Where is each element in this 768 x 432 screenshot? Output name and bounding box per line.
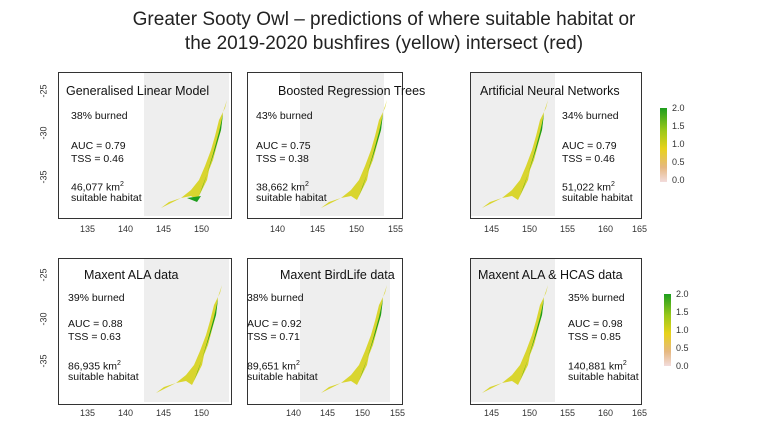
x-tick: 150: [194, 408, 210, 418]
area-text: 38,662 km2: [256, 181, 309, 194]
x-tick: 160: [598, 408, 614, 418]
habitat-text: suitable habitat: [568, 371, 639, 383]
burned-text: 43% burned: [256, 110, 313, 122]
tss-text: TSS = 0.63: [68, 331, 121, 343]
x-tick: 140: [118, 408, 134, 418]
x-tick: 155: [388, 224, 404, 234]
x-tick: 155: [560, 224, 576, 234]
y-tick: -30: [38, 126, 49, 140]
x-tick: 135: [80, 224, 96, 234]
auc-text: AUC = 0.88: [68, 318, 123, 330]
x-tick: 155: [560, 408, 576, 418]
x-tick: 140: [270, 224, 286, 234]
burned-text: 38% burned: [71, 110, 128, 122]
x-tick: 165: [632, 224, 648, 234]
panel-title: Maxent BirdLife data: [280, 268, 395, 282]
tss-text: TSS = 0.85: [568, 331, 621, 343]
legend-tick: 0.5: [676, 343, 689, 353]
legend-tick: 0.0: [676, 361, 689, 371]
auc-text: AUC = 0.98: [568, 318, 623, 330]
x-tick: 165: [632, 408, 648, 418]
legend-tick: 0.5: [672, 157, 685, 167]
x-tick: 150: [355, 408, 371, 418]
area-text: 140,881 km2: [568, 360, 627, 373]
y-tick: -30: [38, 312, 49, 326]
panel-title: Boosted Regression Trees: [278, 84, 426, 98]
legend-tick: 2.0: [676, 289, 689, 299]
x-tick: 140: [118, 224, 134, 234]
y-tick: -35: [38, 170, 49, 184]
title-line-2: the 2019-2020 bushfires (yellow) interse…: [184, 33, 584, 54]
tss-text: TSS = 0.46: [562, 153, 615, 165]
legend-tick: 1.5: [672, 121, 685, 131]
x-tick: 145: [156, 224, 172, 234]
y-tick: -35: [38, 354, 49, 368]
x-tick: 140: [286, 408, 302, 418]
legend-tick: 2.0: [672, 103, 685, 113]
habitat-text: suitable habitat: [68, 371, 139, 383]
color-legend: 2.0 1.5 1.0 0.5 0.0: [660, 103, 700, 185]
auc-text: AUC = 0.79: [562, 140, 617, 152]
panel-title: Generalised Linear Model: [66, 84, 210, 98]
panel-title: Maxent ALA & HCAS data: [478, 268, 623, 282]
x-tick: 150: [522, 224, 538, 234]
legend-tick: 1.5: [676, 307, 689, 317]
y-tick: -25: [38, 84, 49, 98]
auc-text: AUC = 0.75: [256, 140, 311, 152]
tss-text: TSS = 0.38: [256, 153, 309, 165]
habitat-text: suitable habitat: [71, 192, 142, 204]
burned-text: 39% burned: [68, 292, 125, 304]
x-tick: 145: [484, 408, 500, 418]
area-text: 46,077 km2: [71, 181, 124, 194]
x-tick: 145: [310, 224, 326, 234]
x-tick: 145: [156, 408, 172, 418]
area-text: 86,935 km2: [68, 360, 121, 373]
x-tick: 160: [598, 224, 614, 234]
legend-tick: 1.0: [672, 139, 685, 149]
x-tick: 145: [320, 408, 336, 418]
area-text: 51,022 km2: [562, 181, 615, 194]
title-line-1: Greater Sooty Owl – predictions of where…: [132, 9, 636, 30]
area-text: 89,651 km2: [247, 360, 300, 373]
legend-gradient: [660, 108, 667, 182]
auc-text: AUC = 0.92: [247, 318, 302, 330]
burned-text: 34% burned: [562, 110, 619, 122]
burned-text: 35% burned: [568, 292, 625, 304]
x-tick: 150: [522, 408, 538, 418]
x-tick: 150: [194, 224, 210, 234]
tss-text: TSS = 0.46: [71, 153, 124, 165]
color-legend: 2.0 1.5 1.0 0.5 0.0: [664, 289, 704, 371]
x-tick: 135: [80, 408, 96, 418]
x-tick: 155: [390, 408, 406, 418]
x-tick: 150: [349, 224, 365, 234]
habitat-text: suitable habitat: [247, 371, 318, 383]
x-tick: 145: [484, 224, 500, 234]
legend-tick: 0.0: [672, 175, 685, 185]
legend-gradient: [664, 294, 671, 366]
figure-title: Greater Sooty Owl – predictions of where…: [0, 8, 768, 56]
habitat-text: suitable habitat: [256, 192, 327, 204]
y-tick: -25: [38, 268, 49, 282]
auc-text: AUC = 0.79: [71, 140, 126, 152]
panel-title: Maxent ALA data: [84, 268, 179, 282]
legend-tick: 1.0: [676, 325, 689, 335]
tss-text: TSS = 0.71: [247, 331, 300, 343]
burned-text: 38% burned: [247, 292, 304, 304]
habitat-text: suitable habitat: [562, 192, 633, 204]
panel-title: Artificial Neural Networks: [480, 84, 620, 98]
